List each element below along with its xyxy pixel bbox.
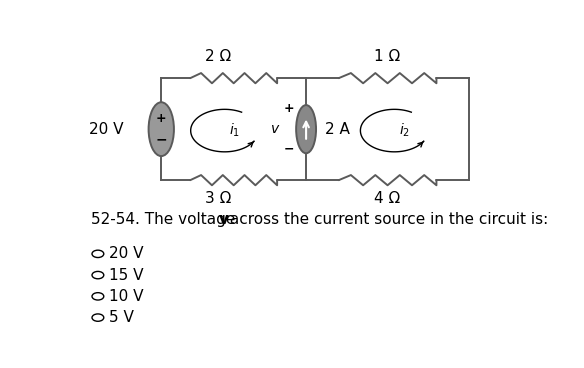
Ellipse shape [296, 105, 316, 153]
Text: 2 Ω: 2 Ω [205, 49, 231, 64]
Ellipse shape [148, 102, 174, 156]
Text: 3 Ω: 3 Ω [204, 191, 231, 206]
Text: 2 A: 2 A [325, 122, 350, 137]
Text: +: + [284, 102, 295, 115]
Text: −: − [284, 142, 294, 155]
Text: $i_2$: $i_2$ [399, 122, 410, 139]
Text: 4 Ω: 4 Ω [374, 191, 401, 206]
Text: 5 V: 5 V [109, 310, 134, 325]
Text: +: + [156, 113, 166, 125]
Text: 52-54. The voltage: 52-54. The voltage [91, 212, 241, 227]
Text: v: v [270, 122, 279, 136]
Text: 10 V: 10 V [109, 289, 144, 304]
Text: 15 V: 15 V [109, 268, 144, 283]
Text: v: v [219, 212, 229, 227]
Text: −: − [155, 132, 167, 146]
Text: 1 Ω: 1 Ω [374, 49, 401, 64]
Text: 20 V: 20 V [89, 122, 124, 137]
Text: $i_1$: $i_1$ [229, 122, 240, 139]
Text: across the current source in the circuit is:: across the current source in the circuit… [225, 212, 548, 227]
Text: 20 V: 20 V [109, 246, 144, 261]
